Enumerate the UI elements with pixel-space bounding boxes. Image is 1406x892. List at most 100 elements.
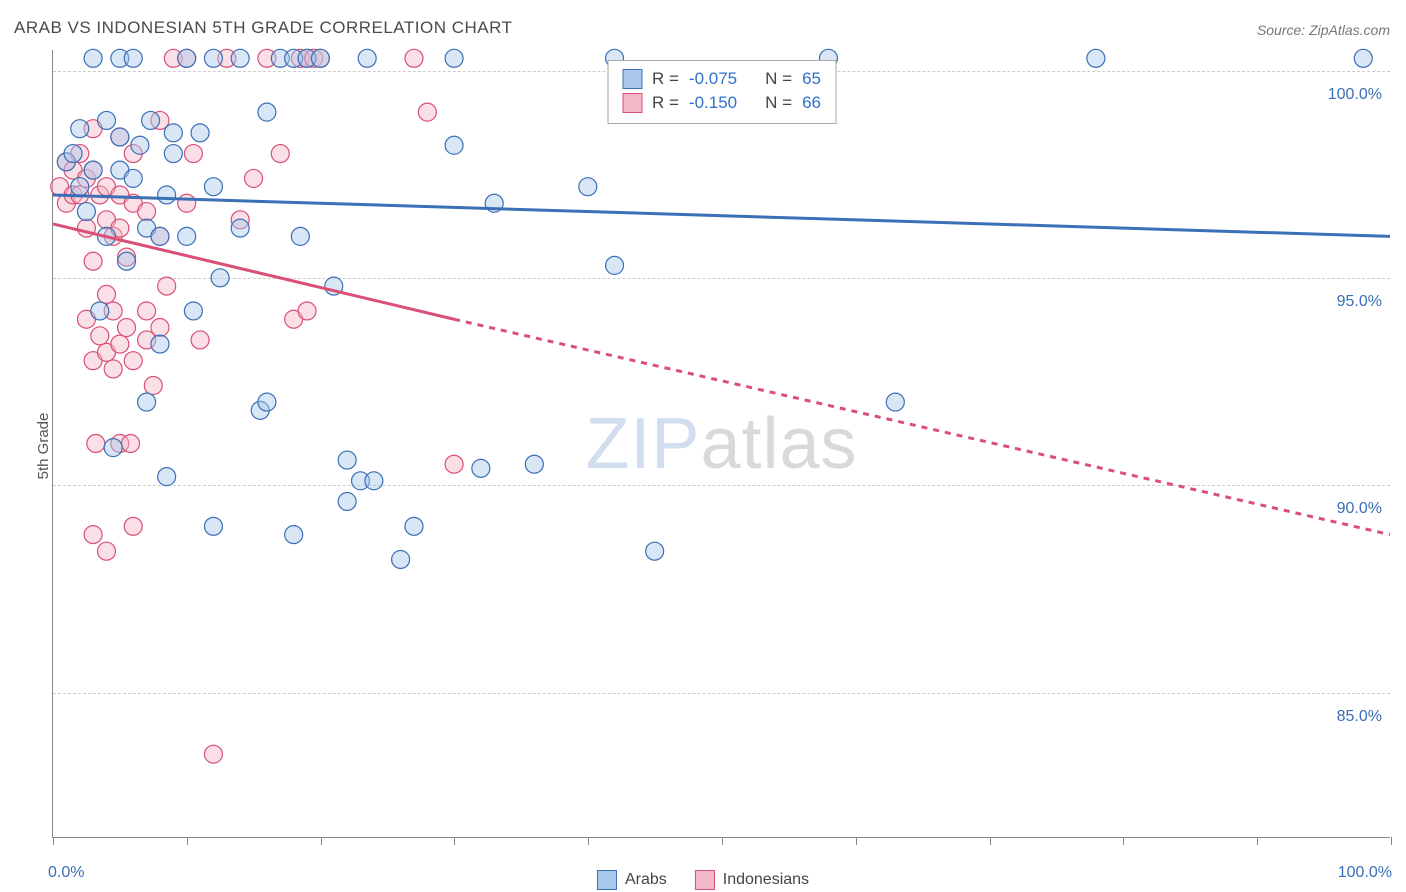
- stats-row-arabs: R = -0.075 N = 65: [622, 67, 821, 91]
- scatter-point: [184, 145, 202, 163]
- scatter-point: [164, 124, 182, 142]
- bottom-legend: Arabs Indonesians: [597, 870, 809, 890]
- scatter-point: [77, 203, 95, 221]
- n-value-indonesians: 66: [802, 93, 821, 113]
- trend-line: [53, 195, 1390, 236]
- scatter-point: [358, 49, 376, 67]
- swatch-pink: [695, 870, 715, 890]
- scatter-point: [405, 49, 423, 67]
- scatter-point: [1087, 49, 1105, 67]
- scatter-point: [606, 256, 624, 274]
- scatter-point: [418, 103, 436, 121]
- scatter-point: [151, 335, 169, 353]
- x-axis-max-label: 100.0%: [1338, 864, 1392, 882]
- scatter-point: [245, 169, 263, 187]
- scatter-point: [1354, 49, 1372, 67]
- scatter-point: [84, 526, 102, 544]
- scatter-point: [365, 472, 383, 490]
- stats-legend-box: R = -0.075 N = 65 R = -0.150 N = 66: [607, 60, 836, 124]
- scatter-point: [151, 319, 169, 337]
- scatter-point: [338, 451, 356, 469]
- scatter-point: [87, 435, 105, 453]
- scatter-point: [445, 136, 463, 154]
- y-tick-label: 100.0%: [1328, 86, 1382, 104]
- x-axis-min-label: 0.0%: [48, 864, 84, 882]
- plot-area: ZIPatlas R = -0.075 N = 65 R = -0.150 N …: [52, 50, 1390, 838]
- scatter-point: [285, 526, 303, 544]
- scatter-point: [204, 178, 222, 196]
- scatter-point: [164, 145, 182, 163]
- scatter-point: [178, 49, 196, 67]
- scatter-point: [131, 136, 149, 154]
- scatter-point: [97, 111, 115, 129]
- n-label: N =: [765, 93, 792, 113]
- scatter-point: [124, 169, 142, 187]
- scatter-point: [142, 111, 160, 129]
- scatter-point: [138, 302, 156, 320]
- scatter-point: [392, 550, 410, 568]
- r-label: R =: [652, 93, 679, 113]
- scatter-point: [886, 393, 904, 411]
- scatter-point: [311, 49, 329, 67]
- scatter-point: [258, 393, 276, 411]
- scatter-point: [118, 319, 136, 337]
- scatter-point: [204, 745, 222, 763]
- scatter-point: [204, 49, 222, 67]
- scatter-point: [191, 331, 209, 349]
- r-value-indonesians: -0.150: [689, 93, 737, 113]
- source-attribution: Source: ZipAtlas.com: [1257, 22, 1390, 38]
- scatter-point: [104, 360, 122, 378]
- scatter-point: [472, 459, 490, 477]
- n-label: N =: [765, 69, 792, 89]
- swatch-pink: [622, 93, 642, 113]
- scatter-point: [84, 252, 102, 270]
- legend-label-arabs: Arabs: [625, 871, 667, 889]
- r-value-arabs: -0.075: [689, 69, 737, 89]
- x-tick: [990, 837, 991, 845]
- scatter-point: [338, 493, 356, 511]
- scatter-point: [178, 227, 196, 245]
- x-tick: [53, 837, 54, 845]
- x-tick: [1391, 837, 1392, 845]
- scatter-point: [91, 327, 109, 345]
- scatter-point: [138, 203, 156, 221]
- scatter-point: [124, 517, 142, 535]
- scatter-point: [204, 517, 222, 535]
- scatter-point: [111, 335, 129, 353]
- scatter-point: [579, 178, 597, 196]
- legend-item-arabs: Arabs: [597, 870, 667, 890]
- scatter-point: [84, 49, 102, 67]
- legend-item-indonesians: Indonesians: [695, 870, 809, 890]
- x-tick: [321, 837, 322, 845]
- y-tick-label: 85.0%: [1337, 708, 1382, 726]
- r-label: R =: [652, 69, 679, 89]
- stats-row-indonesians: R = -0.150 N = 66: [622, 91, 821, 115]
- scatter-point: [64, 145, 82, 163]
- scatter-point: [138, 393, 156, 411]
- y-axis-label: 5th Grade: [35, 413, 52, 480]
- y-tick-label: 95.0%: [1337, 293, 1382, 311]
- scatter-point: [151, 227, 169, 245]
- scatter-point: [258, 103, 276, 121]
- scatter-point: [298, 302, 316, 320]
- scatter-point: [191, 124, 209, 142]
- x-tick: [1123, 837, 1124, 845]
- scatter-point: [144, 377, 162, 395]
- scatter-point: [291, 227, 309, 245]
- scatter-point: [178, 194, 196, 212]
- scatter-point: [71, 120, 89, 138]
- scatter-point: [525, 455, 543, 473]
- scatter-point: [71, 178, 89, 196]
- swatch-blue: [597, 870, 617, 890]
- x-tick: [1257, 837, 1258, 845]
- scatter-point: [211, 269, 229, 287]
- scatter-point: [271, 145, 289, 163]
- scatter-point: [158, 468, 176, 486]
- legend-label-indonesians: Indonesians: [723, 871, 809, 889]
- scatter-point: [231, 49, 249, 67]
- x-tick: [187, 837, 188, 845]
- scatter-point: [111, 128, 129, 146]
- scatter-point: [184, 302, 202, 320]
- scatter-point: [405, 517, 423, 535]
- scatter-point: [118, 252, 136, 270]
